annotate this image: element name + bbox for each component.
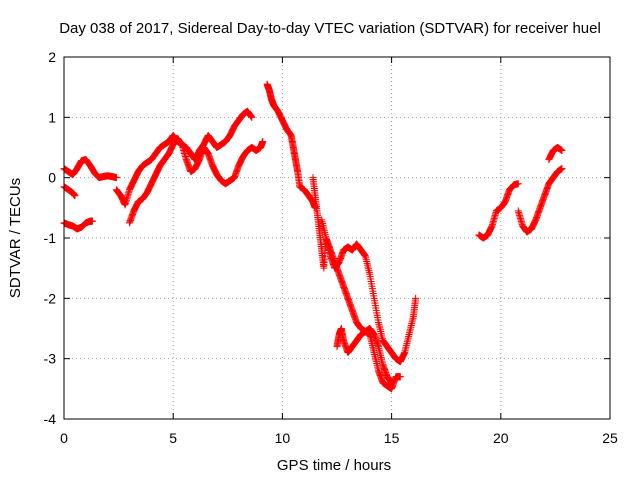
y-tick-label: -4 [44, 411, 57, 427]
data-series [126, 134, 267, 227]
x-tick-label: 15 [384, 430, 400, 446]
y-axis-label: SDTVAR / TECUs [7, 178, 24, 298]
x-tick-label: 20 [493, 430, 509, 446]
data-series [60, 156, 120, 182]
data-series [309, 174, 420, 366]
y-tick-label: -3 [44, 351, 57, 367]
y-tick-label: 1 [48, 109, 56, 125]
data-series [545, 144, 566, 164]
data-point [396, 373, 404, 381]
grid-layer [64, 57, 610, 419]
chart-title: Day 038 of 2017, Sidereal Day-to-day VTE… [59, 20, 601, 37]
data-point [259, 137, 267, 145]
data-point [514, 180, 522, 188]
y-tick-label: 2 [48, 49, 56, 65]
data-series [475, 180, 522, 242]
data-point [112, 174, 120, 182]
data-point [412, 294, 420, 302]
data-point [71, 192, 79, 200]
data-point [558, 165, 566, 173]
data-point [88, 217, 96, 225]
x-tick-label: 10 [275, 430, 291, 446]
data-point [388, 379, 396, 387]
data-series [514, 165, 566, 236]
y-tick-label: -1 [44, 230, 57, 246]
x-axis-label: GPS time / hours [277, 457, 391, 474]
y-tick-label: -2 [44, 290, 57, 306]
x-tick-label: 0 [60, 430, 68, 446]
x-tick-label: 25 [602, 430, 618, 446]
x-tick-label: 5 [169, 430, 177, 446]
axis-ticks: 0 5 10 15 20 25 -4 -3 -2 -1 0 1 2 [44, 49, 618, 446]
y-tick-label: 0 [48, 170, 56, 186]
data-point [558, 147, 566, 155]
data-points [60, 80, 566, 393]
data-point [248, 113, 256, 121]
data-series [60, 183, 79, 200]
data-series [263, 80, 319, 212]
data-series [60, 217, 96, 233]
data-series [333, 325, 396, 387]
data-series [318, 216, 404, 393]
